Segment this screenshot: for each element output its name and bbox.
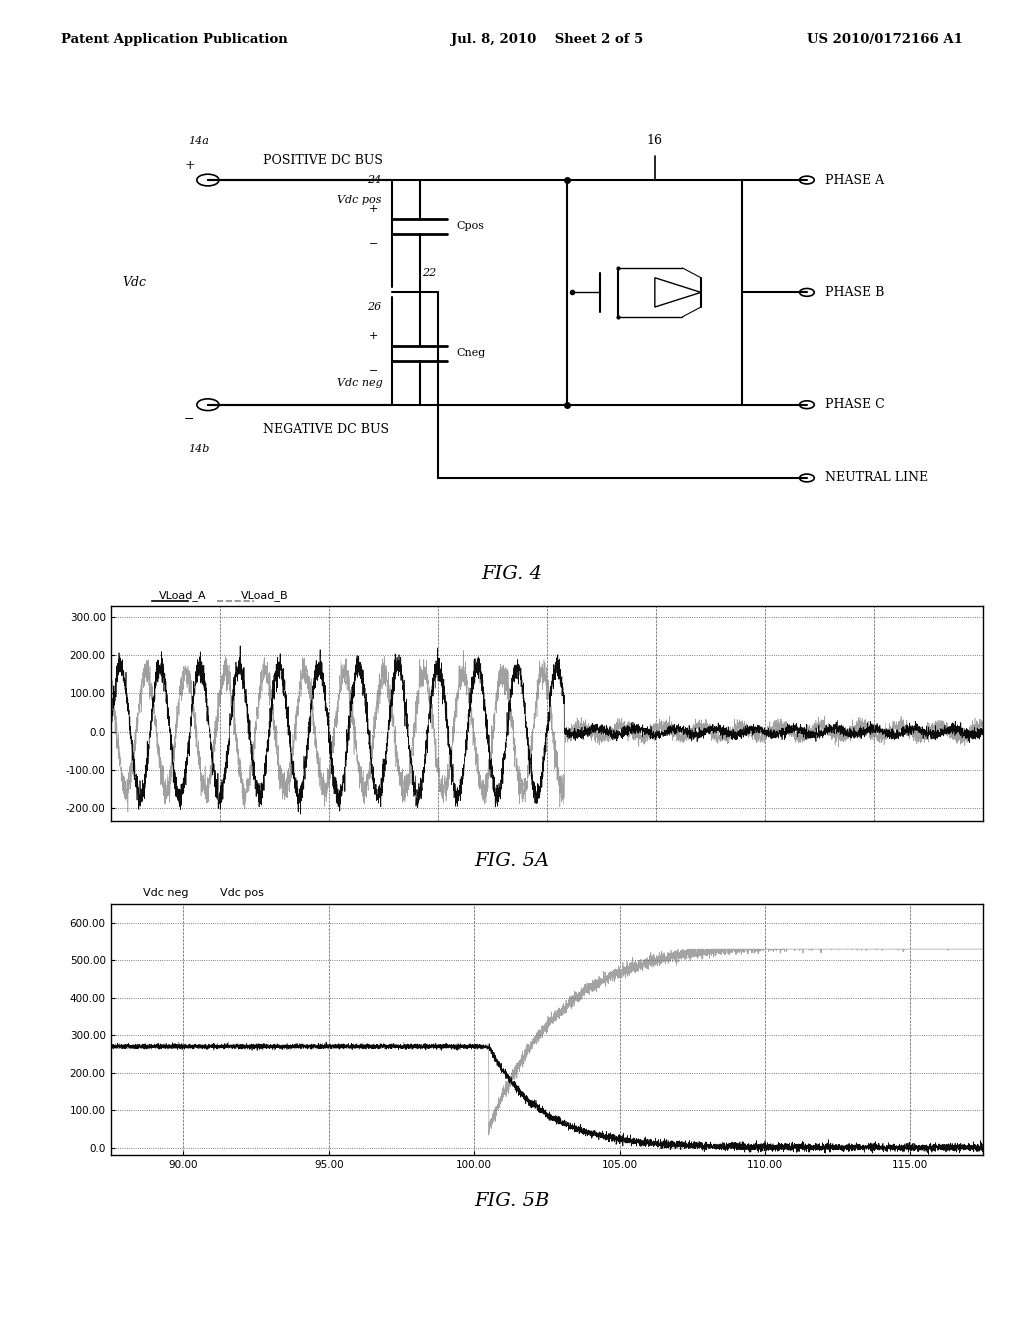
Text: Vdc: Vdc [122, 276, 146, 289]
Text: VLoad_A: VLoad_A [159, 590, 207, 601]
Text: Cneg: Cneg [457, 348, 486, 359]
Text: Jul. 8, 2010    Sheet 2 of 5: Jul. 8, 2010 Sheet 2 of 5 [451, 33, 643, 46]
Text: −: − [369, 239, 379, 248]
Text: Vdc neg: Vdc neg [337, 378, 383, 388]
Text: 16: 16 [647, 135, 663, 148]
Text: US 2010/0172166 A1: US 2010/0172166 A1 [807, 33, 963, 46]
Text: Patent Application Publication: Patent Application Publication [61, 33, 288, 46]
Text: Vdc neg: Vdc neg [143, 887, 188, 898]
Text: Vdc pos: Vdc pos [337, 194, 381, 205]
Text: Cpos: Cpos [457, 222, 484, 231]
Text: +: + [184, 158, 195, 172]
Text: NEUTRAL LINE: NEUTRAL LINE [825, 471, 929, 484]
Text: PHASE C: PHASE C [825, 399, 885, 412]
Text: PHASE B: PHASE B [825, 286, 885, 298]
Text: +: + [369, 331, 379, 342]
Text: 14b: 14b [188, 444, 209, 454]
Text: NEGATIVE DC BUS: NEGATIVE DC BUS [263, 422, 389, 436]
Text: +: + [369, 205, 379, 214]
Text: 26: 26 [367, 302, 381, 312]
Bar [567, 180, 742, 405]
Text: −: − [184, 413, 195, 426]
Text: VLoad_B: VLoad_B [241, 590, 289, 601]
Text: FIG. 5A: FIG. 5A [474, 851, 550, 870]
Text: 22: 22 [422, 268, 436, 277]
Text: FIG. 4: FIG. 4 [481, 565, 543, 583]
Text: 14a: 14a [188, 136, 209, 147]
Text: 24: 24 [367, 176, 381, 185]
Text: POSITIVE DC BUS: POSITIVE DC BUS [263, 154, 383, 168]
Text: Vdc pos: Vdc pos [220, 887, 264, 898]
Text: PHASE A: PHASE A [825, 173, 885, 186]
Text: FIG. 5B: FIG. 5B [474, 1192, 550, 1210]
Text: −: − [369, 366, 379, 375]
